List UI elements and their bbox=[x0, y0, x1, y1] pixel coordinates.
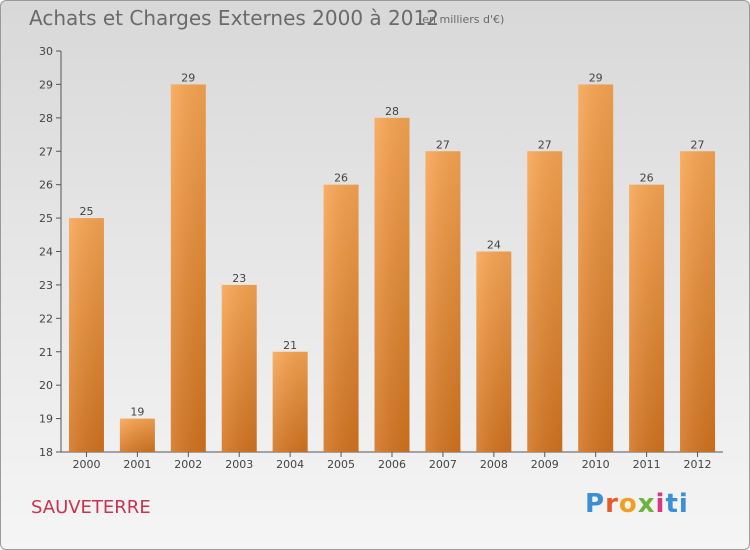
bar-shade-2009 bbox=[527, 151, 563, 452]
chart-title: Achats et Charges Externes 2000 à 2012 bbox=[29, 6, 439, 30]
bar-shade-2008 bbox=[476, 251, 512, 452]
data-label-2001: 19 bbox=[130, 406, 144, 419]
y-tick-label: 22 bbox=[39, 312, 53, 325]
chart-subtitle: (en milliers d'€) bbox=[418, 13, 505, 26]
bar-shade-2001 bbox=[119, 418, 155, 452]
y-tick-label: 19 bbox=[39, 413, 53, 426]
data-label-2010: 29 bbox=[589, 71, 603, 84]
y-tick-label: 21 bbox=[39, 346, 53, 359]
logo-letter: i bbox=[655, 489, 666, 519]
x-tick-label-2000: 2000 bbox=[72, 458, 100, 471]
proxiti-logo[interactable]: Proxiti bbox=[585, 489, 689, 519]
data-label-2007: 27 bbox=[436, 138, 450, 151]
logo-letter: r bbox=[605, 489, 619, 519]
y-tick-label: 28 bbox=[39, 112, 53, 125]
data-label-2011: 26 bbox=[640, 172, 654, 185]
data-label-2000: 25 bbox=[79, 205, 93, 218]
bar-shade-2002 bbox=[170, 84, 206, 453]
bars-group: 25 19 29 23 21 26 28 27 24 27 29 26 27 bbox=[68, 71, 716, 453]
x-tick-label-2009: 2009 bbox=[531, 458, 559, 471]
data-label-2009: 27 bbox=[538, 138, 552, 151]
y-tick-label: 18 bbox=[39, 446, 53, 459]
y-tick-label: 26 bbox=[39, 179, 53, 192]
bar-shade-2003 bbox=[221, 284, 257, 452]
y-tick-label: 20 bbox=[39, 379, 53, 392]
x-tick-label-2007: 2007 bbox=[429, 458, 457, 471]
bar-shade-2000 bbox=[68, 218, 104, 452]
x-tick-label-2002: 2002 bbox=[174, 458, 202, 471]
x-tick-label-2006: 2006 bbox=[378, 458, 406, 471]
data-label-2003: 23 bbox=[232, 272, 246, 285]
logo-letter: o bbox=[618, 489, 638, 519]
logo-letter: x bbox=[637, 489, 656, 519]
data-label-2005: 26 bbox=[334, 172, 348, 185]
place-name: SAUVETERRE bbox=[31, 497, 151, 518]
x-tick-label-2001: 2001 bbox=[123, 458, 151, 471]
y-tick-label: 25 bbox=[39, 212, 53, 225]
x-tick-label-2012: 2012 bbox=[684, 458, 712, 471]
data-label-2004: 21 bbox=[283, 339, 297, 352]
data-label-2006: 28 bbox=[385, 105, 399, 118]
axes: 18 19 20 21 22 23 24 25 26 27 28 29 30 2000 2001 2002 20… bbox=[39, 45, 723, 471]
y-tick-label: 29 bbox=[39, 78, 53, 91]
bar-shade-2005 bbox=[323, 184, 359, 452]
data-label-2012: 27 bbox=[691, 138, 705, 151]
logo-letter: i bbox=[678, 489, 689, 519]
y-tick-label: 24 bbox=[39, 246, 53, 259]
x-tick-label-2005: 2005 bbox=[327, 458, 355, 471]
y-tick-label: 23 bbox=[39, 279, 53, 292]
x-tick-label-2003: 2003 bbox=[225, 458, 253, 471]
data-label-2008: 24 bbox=[487, 239, 501, 252]
y-tick-label: 30 bbox=[39, 45, 53, 58]
bar-shade-2011 bbox=[629, 184, 665, 452]
x-tick-label-2008: 2008 bbox=[480, 458, 508, 471]
bar-shade-2007 bbox=[425, 151, 461, 452]
logo-letter: P bbox=[585, 489, 606, 519]
data-label-2002: 29 bbox=[181, 71, 195, 84]
bar-shade-2006 bbox=[374, 117, 410, 452]
bar-shade-2012 bbox=[680, 151, 716, 452]
x-tick-label-2010: 2010 bbox=[582, 458, 610, 471]
logo-letter: t bbox=[665, 489, 679, 519]
y-tick-label: 27 bbox=[39, 145, 53, 158]
bar-shade-2010 bbox=[578, 84, 614, 453]
bar-shade-2004 bbox=[272, 351, 308, 452]
x-tick-label-2004: 2004 bbox=[276, 458, 304, 471]
x-tick-label-2011: 2011 bbox=[633, 458, 661, 471]
